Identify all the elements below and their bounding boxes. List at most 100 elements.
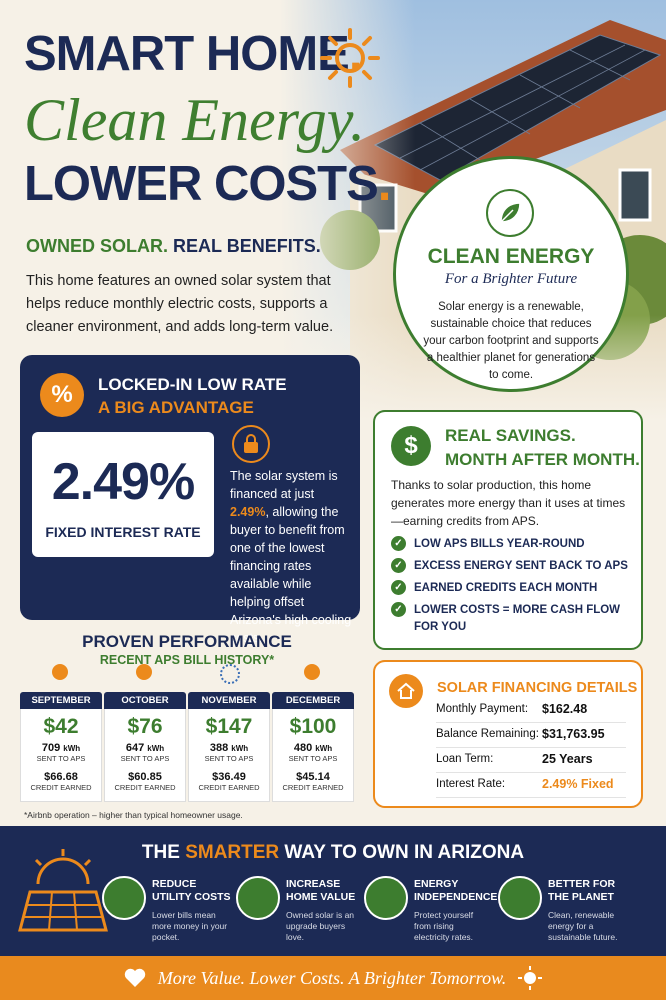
smarter-title: THE SMARTER WAY TO OWN IN ARIZONA [0, 842, 666, 864]
month-kwh: 709 kWh [21, 742, 101, 754]
feature-title: INDEPENDENCE [414, 891, 498, 903]
savings-item: ✓ LOWER COSTS = MORE CASH FLOW FOR YOU [391, 602, 631, 636]
clean-energy-circle: CLEAN ENERGY For a Brighter Future Solar… [393, 156, 629, 392]
financing-label: Loan Term: [436, 753, 494, 765]
savings-item: ✓ EXCESS ENERGY SENT BACK TO APS [391, 558, 631, 575]
month-sent: SENT TO APS [120, 754, 170, 763]
financing-row: Interest Rate: 2.49% Fixed [436, 775, 626, 798]
title-text: LOWER COSTS [24, 157, 379, 211]
month-kwh: 388 kWh [189, 742, 269, 754]
feature-title: ENERGY [414, 878, 459, 890]
kwh-unit: kWh [63, 744, 81, 753]
financing-value: $31,763.95 [542, 727, 605, 741]
financing-box: SOLAR FINANCING DETAILS [373, 660, 643, 808]
feature-title: INCREASE [286, 878, 341, 890]
savings-item-text: EXCESS ENERGY SENT BACK TO APS [414, 560, 628, 572]
month-bill: $76 [127, 715, 163, 738]
rate-text-part: , allowing the buyer to benefit from one… [230, 505, 352, 645]
smarter-title-part: THE [141, 842, 186, 863]
month-credit-label: CREDIT EARNED [30, 783, 92, 792]
intro: This home features an owned solar system… [26, 273, 334, 335]
financing-row: Monthly Payment: $162.48 [436, 700, 626, 723]
month-credit-label: CREDIT EARNED [114, 783, 176, 792]
clean-energy-subtitle: For a Brighter Future [444, 271, 578, 287]
subtitle-part: REAL BENEFITS. [173, 236, 321, 256]
financing-label: Balance Remaining: [436, 728, 539, 740]
kwh-unit: kWh [231, 744, 249, 753]
month-credit: $60.85 [128, 771, 162, 783]
savings-item-text: LOW APS BILLS YEAR-ROUND [414, 538, 585, 550]
weather-icon [304, 664, 320, 680]
month-bill: $100 [289, 715, 337, 738]
savings-title: REAL SAVINGS. [445, 426, 576, 445]
rate-text-part: The solar system is financed at just [230, 469, 338, 501]
feature-text: Protect yourself from rising electricity… [414, 910, 474, 942]
feature-icon [364, 876, 408, 920]
month-sent: SENT TO APS [36, 754, 86, 763]
feature-icon [236, 876, 280, 920]
feature-text: Owned solar is an upgrade buyers love. [286, 910, 355, 942]
check-icon: ✓ [391, 580, 406, 595]
footer-tagline: More Value. Lower Costs. A Brighter Tomo… [157, 967, 507, 988]
performance-subtitle: RECENT APS BILL HISTORY* [99, 653, 275, 667]
month-column: OCTOBER $76 647 kWh SENT TO APS $60.85 CREDIT… [104, 692, 186, 802]
feature-icon [102, 876, 146, 920]
savings-item-text: EARNED CREDITS EACH MONTH [414, 582, 598, 594]
month-credit-label: CREDIT EARNED [282, 783, 344, 792]
solar-panel-icon [18, 849, 108, 932]
month-card: $76 647 kWh SENT TO APS $60.85 CREDIT EARNED [104, 709, 186, 802]
savings-item-text: LOWER COSTS = MORE CASH FLOW FOR YOU [414, 604, 621, 633]
title-dot: . [377, 157, 392, 211]
performance-title: PROVEN PERFORMANCE [82, 632, 292, 651]
feature-title: HOME VALUE [286, 891, 356, 903]
financing-title: SOLAR FINANCING DETAILS [437, 680, 638, 696]
month-sent: SENT TO APS [204, 754, 254, 763]
title-line: SMART HOME. [24, 30, 362, 79]
kwh-value: 480 [293, 742, 313, 754]
rate-label: FIXED INTEREST RATE [45, 524, 201, 540]
subtitle: OWNED SOLAR. REAL BENEFITS. [26, 236, 321, 257]
month-sent: SENT TO APS [288, 754, 338, 763]
financing-value: $162.48 [542, 702, 588, 716]
month-kwh: 480 kWh [273, 742, 353, 754]
smarter-band: THE SMARTER WAY TO OWN IN ARIZONA REDUCE… [0, 826, 666, 956]
check-icon: ✓ [391, 536, 406, 551]
financing-row: Balance Remaining: $31,763.95 [436, 725, 626, 748]
feature-title: THE PLANET [548, 891, 614, 903]
financing-label: Interest Rate: [436, 778, 506, 790]
dollar-icon: $ [391, 426, 431, 466]
month-credit: $45.14 [296, 771, 330, 783]
sun-icon [320, 28, 380, 88]
month-kwh: 647 kWh [105, 742, 185, 754]
month-card: $147 388 kWh SENT TO APS $36.49 CREDIT EARNE… [188, 709, 270, 802]
feature-title: BETTER FOR [548, 878, 616, 890]
rate-text: The solar system is financed at just 2.4… [230, 467, 355, 647]
savings-item: ✓ EARNED CREDITS EACH MONTH [391, 580, 631, 597]
rate-card: 2.49% FIXED INTEREST RATE [32, 432, 214, 557]
month-card: $100 480 kWh SENT TO APS $45.14 CREDIT EARNE… [272, 709, 354, 802]
title-script: Clean Energy. [24, 87, 366, 153]
feature-text: Clean, renewable energy for a sustainabl… [548, 910, 618, 942]
month-card: $42 709 kWh SENT TO APS $66.68 CREDIT EARNED [20, 709, 102, 802]
financing-value: 25 Years [542, 752, 593, 766]
lock-icon [232, 425, 270, 463]
month-column: SEPTEMBER $42 709 kWh SENT TO APS $66.68 CRED… [20, 692, 102, 802]
kwh-value: 709 [41, 742, 61, 754]
month-credit: $66.68 [44, 771, 78, 783]
month-column: DECEMBER $100 480 kWh SENT TO APS $45.14 CRED… [272, 692, 354, 802]
footnote: *Airbnb operation – higher than typical … [24, 810, 243, 820]
savings-title: MONTH AFTER MONTH. [445, 450, 640, 469]
month-name: SEPTEMBER [20, 692, 102, 709]
check-icon: ✓ [391, 558, 406, 573]
month-column: NOVEMBER $147 388 kWh SENT TO APS $36.49 CRED… [188, 692, 270, 802]
savings-box: $ REAL SAVINGS. MONTH AFTER MONTH. Thank… [373, 410, 643, 650]
savings-item: ✓ LOW APS BILLS YEAR-ROUND [391, 536, 631, 553]
smarter-title-highlight: SMARTER [185, 842, 280, 863]
title-line: LOWER COSTS. [24, 157, 392, 211]
rate-box: % LOCKED-IN LOW RATE A BIG ADVANTAGE 2.4… [20, 355, 360, 645]
month-name: NOVEMBER [188, 692, 270, 709]
month-name: OCTOBER [104, 692, 186, 709]
percent-icon: % [40, 373, 84, 417]
savings-text: Thanks to solar production, this home ge… [391, 478, 626, 528]
